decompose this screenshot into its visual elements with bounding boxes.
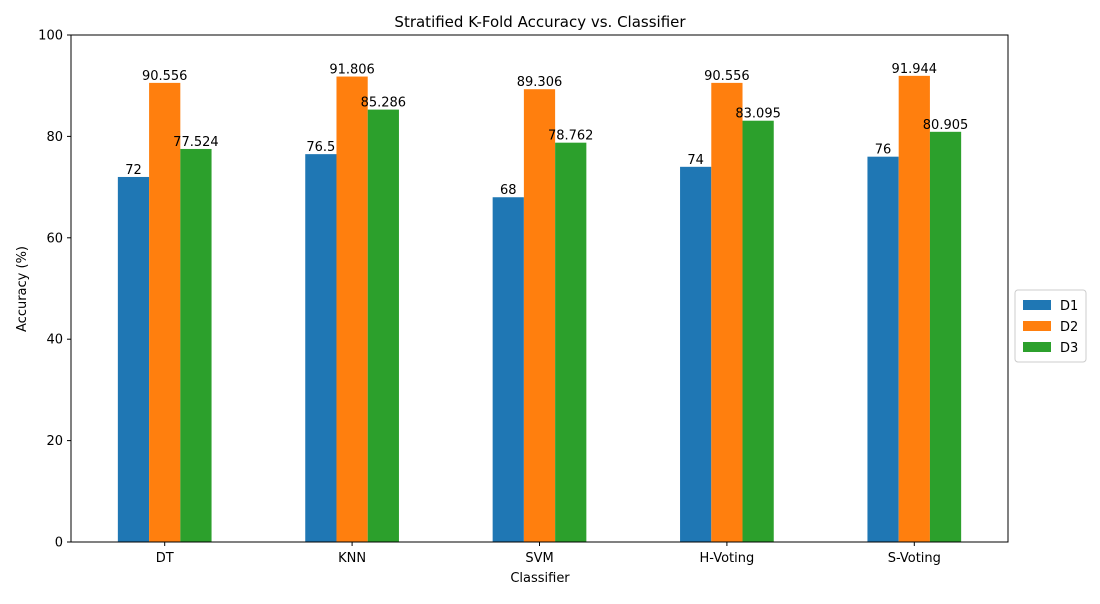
bars-layer bbox=[117, 75, 962, 543]
bar-d1-dt bbox=[117, 176, 150, 542]
data-label-d1-knn: 76.5 bbox=[306, 140, 335, 155]
bar-d2-dt bbox=[149, 82, 181, 543]
data-label-d1-s-voting: 76 bbox=[875, 143, 892, 158]
x-tick-label-h-voting: H-Voting bbox=[700, 551, 755, 566]
data-labels-layer: 72 76.5 68 74 76 90.556 91.806 89.306 90.556 91.9… bbox=[125, 62, 968, 198]
y-axis-label: Accuracy (%) bbox=[15, 246, 30, 332]
data-label-d3-s-voting: 80.905 bbox=[923, 118, 969, 133]
bar-d1-knn bbox=[305, 154, 337, 542]
bar-d2-svm bbox=[523, 89, 556, 543]
data-label-d3-svm: 78.762 bbox=[548, 129, 594, 144]
data-label-d1-dt: 72 bbox=[125, 163, 142, 178]
y-tick-label: 80 bbox=[46, 130, 63, 145]
y-tick-label: 100 bbox=[38, 29, 63, 44]
legend-label-d1: D1 bbox=[1060, 299, 1078, 314]
x-tick-label-svm: SVM bbox=[525, 551, 553, 566]
legend-swatch-d3 bbox=[1023, 342, 1051, 352]
bar-d2-h-voting bbox=[711, 82, 743, 543]
bar-d3-s-voting bbox=[929, 131, 962, 542]
axes-layer: 0 20 40 60 80 100 DT KNN SVM H-Voting S-Voting bbox=[38, 29, 1009, 566]
data-label-d2-h-voting: 90.556 bbox=[704, 69, 750, 84]
data-label-d3-knn: 85.286 bbox=[361, 96, 407, 111]
data-label-d2-dt: 90.556 bbox=[142, 69, 188, 84]
y-tick-label: 60 bbox=[46, 231, 63, 246]
x-tick-label-s-voting: S-Voting bbox=[888, 551, 941, 566]
data-label-d1-h-voting: 74 bbox=[687, 153, 704, 168]
legend-swatch-d2 bbox=[1023, 321, 1051, 331]
legend-swatch-d1 bbox=[1023, 300, 1051, 310]
legend: D1 D2 D3 bbox=[1014, 289, 1087, 363]
bar-d3-dt bbox=[180, 148, 212, 543]
x-tick-label-dt: DT bbox=[156, 551, 174, 566]
data-label-d2-svm: 89.306 bbox=[517, 75, 563, 90]
bar-d1-svm bbox=[492, 197, 524, 543]
bar-d3-svm bbox=[555, 142, 587, 542]
x-axis-label: Classifier bbox=[510, 571, 570, 586]
bar-d1-s-voting bbox=[867, 156, 899, 542]
x-tick-label-knn: KNN bbox=[338, 551, 366, 566]
bar-d2-s-voting bbox=[898, 75, 930, 542]
data-label-d3-dt: 77.524 bbox=[173, 135, 219, 150]
data-label-d2-s-voting: 91.944 bbox=[892, 62, 938, 77]
y-tick-label: 40 bbox=[46, 333, 63, 348]
bar-d2-knn bbox=[336, 76, 368, 542]
chart-title: Stratified K-Fold Accuracy vs. Classifie… bbox=[394, 13, 686, 31]
bar-d1-h-voting bbox=[680, 166, 712, 542]
y-tick-label: 0 bbox=[55, 536, 63, 551]
data-label-d3-h-voting: 83.095 bbox=[735, 107, 781, 122]
bar-d3-knn bbox=[367, 109, 399, 543]
data-label-d2-knn: 91.806 bbox=[329, 63, 375, 78]
legend-label-d2: D2 bbox=[1060, 320, 1078, 335]
y-tick-label: 20 bbox=[46, 434, 63, 449]
bar-d3-h-voting bbox=[742, 120, 774, 543]
legend-label-d3: D3 bbox=[1060, 341, 1078, 356]
data-label-d1-svm: 68 bbox=[500, 183, 517, 198]
